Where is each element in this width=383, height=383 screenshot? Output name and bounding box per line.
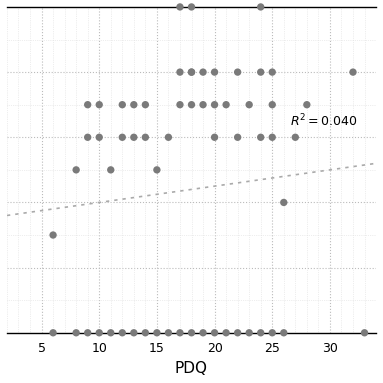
Point — [350, 69, 356, 75]
Point — [85, 101, 91, 108]
Point — [142, 101, 149, 108]
Point — [165, 134, 172, 140]
Point — [108, 330, 114, 336]
Point — [119, 101, 125, 108]
Point — [234, 69, 241, 75]
Point — [50, 330, 56, 336]
Point — [211, 101, 218, 108]
Point — [292, 134, 298, 140]
Point — [131, 101, 137, 108]
Point — [258, 330, 264, 336]
Point — [281, 330, 287, 336]
Point — [258, 4, 264, 10]
Point — [108, 167, 114, 173]
Point — [246, 101, 252, 108]
Point — [177, 101, 183, 108]
Point — [85, 134, 91, 140]
Point — [269, 69, 275, 75]
Point — [177, 69, 183, 75]
Point — [188, 69, 195, 75]
Point — [281, 200, 287, 206]
Point — [246, 330, 252, 336]
Point — [131, 134, 137, 140]
Point — [119, 330, 125, 336]
X-axis label: PDQ: PDQ — [175, 361, 208, 376]
Point — [177, 330, 183, 336]
Point — [96, 134, 102, 140]
Point — [119, 134, 125, 140]
Point — [154, 330, 160, 336]
Point — [188, 69, 195, 75]
Point — [188, 101, 195, 108]
Point — [269, 134, 275, 140]
Point — [85, 330, 91, 336]
Point — [362, 330, 368, 336]
Point — [200, 101, 206, 108]
Point — [211, 69, 218, 75]
Point — [154, 167, 160, 173]
Point — [258, 69, 264, 75]
Point — [73, 167, 79, 173]
Point — [234, 134, 241, 140]
Point — [223, 330, 229, 336]
Point — [142, 134, 149, 140]
Point — [234, 330, 241, 336]
Point — [269, 330, 275, 336]
Point — [73, 330, 79, 336]
Point — [188, 4, 195, 10]
Point — [304, 101, 310, 108]
Point — [142, 330, 149, 336]
Point — [188, 330, 195, 336]
Point — [50, 232, 56, 238]
Point — [177, 4, 183, 10]
Point — [258, 134, 264, 140]
Point — [131, 330, 137, 336]
Point — [200, 69, 206, 75]
Point — [96, 101, 102, 108]
Point — [211, 134, 218, 140]
Text: $R^2 = 0.040$: $R^2 = 0.040$ — [290, 113, 357, 129]
Point — [200, 330, 206, 336]
Point — [211, 330, 218, 336]
Point — [165, 330, 172, 336]
Point — [269, 101, 275, 108]
Point — [96, 330, 102, 336]
Point — [223, 101, 229, 108]
